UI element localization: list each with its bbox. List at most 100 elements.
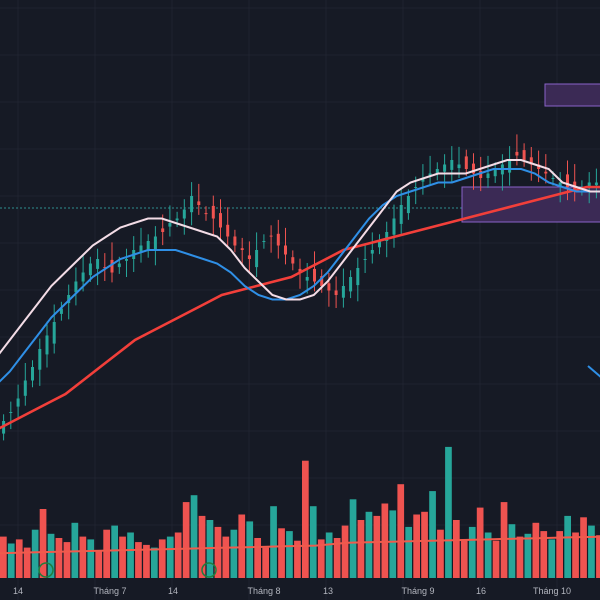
- candle-body: [117, 263, 121, 268]
- x-tick-label: 13: [323, 586, 333, 596]
- candle-body: [435, 169, 439, 174]
- volume-bar: [174, 532, 182, 578]
- volume-bar: [389, 510, 397, 578]
- volume-bar: [476, 507, 484, 578]
- candle-body: [399, 205, 403, 224]
- candle-body: [464, 156, 468, 169]
- candle-body: [587, 182, 591, 187]
- candle-body: [594, 182, 598, 186]
- volume-bar: [214, 526, 222, 578]
- volume-bar: [190, 495, 198, 578]
- volume-bar: [508, 524, 516, 578]
- volume-bar: [246, 521, 254, 578]
- candle-body: [334, 290, 338, 295]
- event-marker[interactable]: [201, 562, 217, 578]
- supply-zone-upper: [544, 83, 600, 107]
- x-axis: 14 Tháng 7 14 Tháng 8 13 Tháng 9 16 Tháng 10: [13, 586, 571, 596]
- volume-bar: [349, 499, 357, 578]
- volume-bar: [588, 525, 595, 578]
- x-tick-label: Tháng 10: [533, 586, 571, 596]
- candle-body: [219, 213, 222, 228]
- volume-bar: [143, 544, 150, 578]
- event-marker[interactable]: [38, 562, 54, 578]
- candle-body: [247, 255, 251, 259]
- volume-bar: [87, 539, 95, 578]
- candle-body: [284, 245, 287, 255]
- volume-bar: [119, 536, 126, 578]
- volume-bar: [516, 536, 524, 578]
- candle-body: [31, 367, 34, 381]
- x-tick-label: Tháng 9: [401, 586, 434, 596]
- volume-bars: [0, 446, 600, 578]
- candle-body: [269, 235, 273, 237]
- volume-bar: [254, 538, 261, 578]
- volume-bar: [580, 517, 587, 578]
- candle-body: [472, 163, 475, 174]
- volume-bar: [556, 531, 563, 578]
- candle-body: [428, 173, 432, 176]
- volume-bar: [460, 539, 468, 578]
- volume-bar: [278, 528, 285, 578]
- candle-body: [320, 276, 324, 286]
- candle-body: [363, 259, 367, 260]
- candle-body: [508, 160, 512, 173]
- volume-bar: [413, 514, 420, 578]
- volume-bar: [341, 525, 349, 578]
- volume-bar: [421, 511, 428, 578]
- candle-body: [110, 259, 114, 273]
- volume-bar: [198, 515, 206, 578]
- volume-bar: [135, 542, 142, 578]
- candle-body: [443, 164, 447, 172]
- candle-body: [392, 218, 396, 235]
- volume-bar: [262, 547, 269, 578]
- candle-body: [226, 224, 230, 237]
- candle-body: [38, 349, 42, 370]
- volume-bar: [445, 446, 452, 578]
- candle-body: [522, 150, 526, 160]
- ma-fast-line: [0, 159, 600, 355]
- candle-body: [81, 272, 85, 282]
- candle-body: [341, 286, 345, 298]
- candle-body: [67, 295, 71, 304]
- volume-bar: [492, 540, 500, 578]
- volume-bar: [63, 542, 71, 578]
- volume-bar: [230, 529, 238, 578]
- candle-body: [406, 196, 410, 214]
- candle-body: [558, 182, 562, 187]
- candle-body: [45, 335, 49, 355]
- volume-bar: [15, 539, 23, 578]
- candle-body: [175, 218, 179, 221]
- candle-body: [190, 196, 194, 213]
- supply-zone-lower: [461, 186, 600, 223]
- candle-body: [327, 283, 331, 291]
- volume-bar: [540, 531, 548, 578]
- candle-body: [421, 178, 425, 182]
- volume-bar: [222, 536, 230, 578]
- volume-bar: [39, 509, 47, 578]
- volume-bar: [532, 522, 540, 578]
- volume-bar: [596, 535, 600, 578]
- volume-bar: [238, 514, 246, 578]
- volume-bar: [381, 503, 389, 578]
- candle-body: [9, 412, 13, 413]
- candle-body: [276, 233, 280, 246]
- volume-bar: [572, 532, 579, 578]
- candle-body: [182, 209, 186, 219]
- x-tick-label: Tháng 7: [93, 586, 126, 596]
- volume-bar: [151, 547, 158, 578]
- volume-bar: [524, 533, 532, 578]
- candle-body: [378, 241, 381, 248]
- candle-body: [262, 241, 266, 242]
- candle-body: [197, 201, 201, 205]
- candle-body: [146, 241, 150, 251]
- volume-bar: [158, 539, 166, 578]
- candle-body: [313, 268, 316, 282]
- volume-bar: [79, 536, 87, 578]
- candle-body: [457, 164, 461, 169]
- volume-bar: [0, 536, 7, 578]
- candle-body: [255, 250, 259, 268]
- volume-bar: [127, 532, 134, 578]
